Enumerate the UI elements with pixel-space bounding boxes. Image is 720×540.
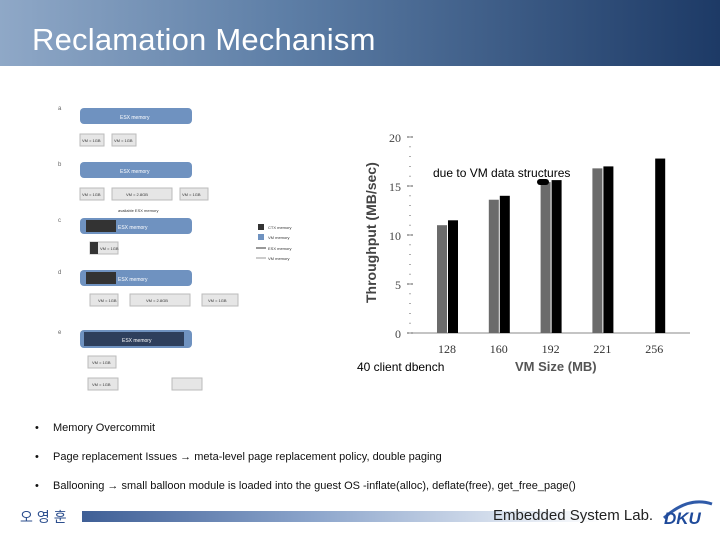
vm-box-label: VM = 1GB	[98, 298, 117, 303]
x-tick-label: 128	[438, 342, 456, 356]
bar-swapping	[448, 220, 458, 333]
footer-author: 오영훈	[20, 509, 71, 525]
panel-letter: c	[58, 218, 61, 224]
throughput-chart: 0 5 10 15 20 128 160 192 221 256 VM Size (MB) due…	[389, 131, 690, 374]
vm-box	[87, 355, 117, 369]
panel-c: c ESX memory VM = 1GB	[58, 218, 192, 255]
chart-bars	[437, 158, 666, 333]
x-tick-label: 160	[490, 342, 508, 356]
esx-memory-label: ESX memory	[118, 277, 148, 283]
y-tick-label: 10	[389, 229, 401, 243]
vm-box-label: VM = 1GB	[114, 138, 133, 143]
esx-memory-label: ESX memory	[122, 338, 152, 344]
vm-box-label: VM = 1GB	[208, 298, 227, 303]
vm-box	[129, 293, 191, 307]
vm-box	[201, 293, 239, 307]
panel-letter: d	[58, 270, 61, 276]
legend-swatch	[258, 224, 264, 230]
chart-tick-labels: 0 5 10 15 20 128 160 192 221 256	[389, 131, 663, 356]
bullet-text: Ballooning → small balloon module is loa…	[53, 480, 576, 492]
bullet-dot-icon: •	[35, 451, 39, 463]
y-tick-label: 0	[395, 327, 401, 341]
panel-letter: e	[58, 330, 62, 336]
bar-balloon	[488, 199, 499, 333]
y-axis-label: Throughput (MB/sec)	[363, 162, 379, 303]
legend-label: VM memory	[268, 235, 290, 240]
logo-text: DKU	[664, 509, 702, 528]
ctx-memory-block	[84, 332, 184, 346]
panel-e: e ESX memory VM = 1GB VM = 1GB	[58, 330, 203, 391]
esx-memory-bar	[80, 162, 192, 178]
bullet-item: • Page replacement Issues → meta-level pa…	[35, 451, 442, 463]
available-memory-note: available ESX memory	[118, 208, 158, 213]
esx-memory-label: ESX memory	[118, 225, 148, 231]
y-tick-label: 5	[395, 278, 401, 292]
bar-balloon	[540, 182, 551, 333]
x-tick-label: 256	[645, 342, 663, 356]
bullet-dot-icon: •	[35, 422, 39, 434]
vm-box	[79, 187, 105, 201]
vm-box	[111, 187, 173, 201]
slide-title: Reclamation Mechanism	[32, 22, 376, 57]
panel-d: d ESX memory VM = 1GB VM = 2.8GB VM = 1G…	[58, 270, 239, 307]
vm-box	[171, 377, 203, 391]
bar-balloon	[437, 225, 447, 333]
bar-swapping	[551, 180, 562, 333]
vm-box	[79, 133, 105, 147]
vm-box	[89, 293, 119, 307]
bullet-item: • Ballooning → small balloon module is lo…	[35, 480, 576, 492]
legend-label: ESX memory	[268, 246, 292, 251]
vm-box	[179, 187, 209, 201]
legend-label: CTX memory	[268, 225, 292, 230]
esx-memory-label: ESX memory	[120, 169, 150, 175]
vm-box-label: VM = 1GB	[100, 246, 119, 251]
annotation-marker	[537, 179, 549, 185]
x-tick-label: 221	[593, 342, 611, 356]
esx-memory-bar	[80, 108, 192, 124]
vm-box-label: VM = 2.8GB	[126, 192, 148, 197]
benchmark-label: 40 client dbench	[357, 360, 445, 374]
vm-box-label: VM = 1GB	[92, 360, 111, 365]
bar-swapping	[655, 158, 666, 333]
bar-swapping	[499, 195, 510, 333]
bullet-dot-icon: •	[35, 480, 39, 492]
footer-gradient-bar	[82, 511, 602, 522]
vm-box-label: VM = 1GB	[182, 192, 201, 197]
dku-logo-icon: DKU	[662, 500, 713, 528]
ctx-memory-block	[86, 220, 116, 232]
panel-b: b ESX memory VM = 1GB VM = 2.8GB VM = 1G…	[58, 162, 209, 213]
y-tick-label: 20	[389, 131, 401, 145]
vm-box-label: VM = 2.8GB	[146, 298, 168, 303]
y-tick-label: 15	[389, 180, 401, 194]
vm-box-label: VM = 1GB	[92, 382, 111, 387]
panel-letter: a	[58, 106, 62, 112]
ctx-memory-block	[90, 242, 98, 254]
bullet-text: Memory Overcommit	[53, 422, 156, 434]
x-tick-label: 192	[542, 342, 560, 356]
chart-annotation: due to VM data structures	[433, 166, 570, 180]
bar-swapping	[603, 166, 614, 333]
bar-balloon	[592, 168, 603, 333]
bullet-item: • Memory Overcommit	[35, 422, 155, 434]
panel-a: a ESX memory VM = 1GB VM = 1GB	[58, 106, 192, 147]
vm-box-label: VM = 1GB	[82, 138, 101, 143]
vm-box-label: VM = 1GB	[82, 192, 101, 197]
legend-swatch	[258, 234, 264, 240]
x-axis-label: VM Size (MB)	[515, 359, 597, 374]
panel-letter: b	[58, 162, 62, 168]
vm-box	[111, 133, 137, 147]
footer-lab-name: Embedded System Lab.	[493, 507, 654, 524]
vm-box	[87, 377, 119, 391]
legend-label: VM memory	[268, 256, 290, 261]
ctx-memory-block	[86, 272, 116, 284]
esx-memory-label: ESX memory	[120, 115, 150, 121]
title-bar: Reclamation Mechanism	[0, 0, 720, 66]
diagram-legend: CTX memory VM memory ESX memory VM memor…	[256, 224, 292, 261]
bullet-text: Page replacement Issues → meta-level pag…	[53, 451, 442, 463]
esx-memory-diagram: a ESX memory VM = 1GB VM = 1GB b ESX mem…	[58, 106, 292, 391]
